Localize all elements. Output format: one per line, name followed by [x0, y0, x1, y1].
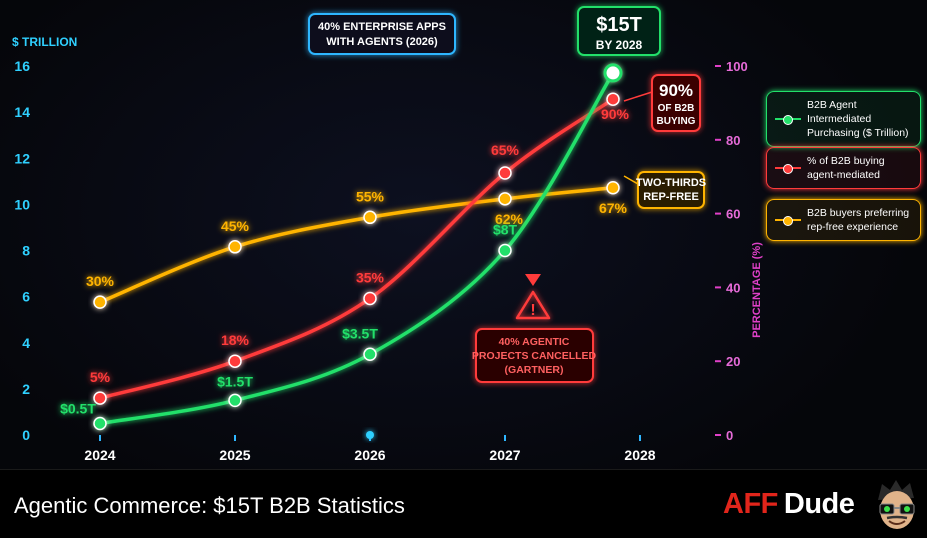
brand-aff: AFF — [723, 488, 778, 520]
legend-item: % of B2B buying agent-mediated — [766, 147, 921, 189]
left-tick-label: 4 — [22, 335, 30, 351]
footer-title: Agentic Commerce: $15T B2B Statistics — [14, 493, 405, 518]
data-label: 67% — [599, 200, 628, 216]
left-tick-label: 6 — [22, 289, 30, 305]
series-point — [93, 416, 107, 431]
callout-apps-text: 40% ENTERPRISE APPS — [318, 21, 446, 33]
series-point — [603, 63, 623, 83]
brand-dude: Dude — [783, 488, 855, 520]
right-tick-label: 40 — [726, 280, 740, 295]
series-point — [363, 210, 377, 225]
series-point — [228, 393, 242, 408]
callout-apps-text: WITH AGENTS (2026) — [326, 36, 438, 48]
right-tick-label: 80 — [726, 133, 740, 148]
data-label: 18% — [221, 332, 250, 348]
callout-orange-leader — [623, 175, 639, 185]
data-label: 30% — [86, 273, 115, 289]
left-tick-label: 12 — [14, 150, 30, 166]
series-point — [363, 347, 377, 362]
left-tick-label: 8 — [22, 243, 30, 259]
data-label: 45% — [221, 218, 250, 234]
right-tick-label: 60 — [726, 207, 740, 222]
legend-dot-icon — [783, 164, 793, 174]
left-tick-label: 14 — [14, 104, 30, 120]
callout-red-small: BUYING — [657, 116, 696, 127]
series-point — [228, 240, 242, 254]
callout-orange-text: REP-FREE — [643, 191, 699, 203]
x-tick-label: 2026 — [354, 447, 385, 463]
warning-arrow-head-icon — [525, 274, 541, 286]
data-label: 55% — [356, 188, 385, 204]
callout-red-leader — [623, 91, 653, 102]
series-point — [498, 243, 512, 258]
left-tick-label: 16 — [14, 58, 30, 74]
series-point — [363, 291, 377, 306]
left-axis-title: $ TRILLION — [12, 35, 77, 49]
warning-triangle-icon — [515, 290, 551, 320]
legend-label: B2B Agent Intermediated Purchasing ($ Tr… — [807, 99, 909, 139]
x-tick-label: 2025 — [219, 447, 250, 463]
x-tick-label: 2024 — [84, 447, 115, 463]
mascot-avatar-icon — [878, 480, 915, 529]
left-tick-label: 2 — [22, 381, 30, 397]
x-tick-label: 2028 — [624, 447, 655, 463]
data-label: 35% — [356, 269, 385, 285]
data-label: $0.5T — [60, 400, 96, 416]
series-point — [606, 181, 620, 195]
series-point — [606, 92, 620, 106]
legend-dot-icon — [783, 216, 793, 226]
callout-peak-box — [577, 6, 661, 56]
callout-peak-small: BY 2028 — [596, 38, 643, 52]
callout-orange-text: TWO-THIRDS — [636, 177, 706, 189]
data-label: 90% — [601, 106, 630, 122]
right-tick-label: 20 — [726, 354, 740, 369]
warning-text: 40% AGENTIC — [499, 336, 570, 348]
callout-peak-big: $15T — [596, 14, 642, 36]
data-label: 62% — [495, 211, 524, 227]
callout-red-big: 90% — [659, 81, 693, 100]
legend-label: % of B2B buying agent-mediated — [807, 155, 885, 181]
legend-dot-icon — [783, 115, 793, 125]
left-tick-label: 10 — [14, 196, 30, 212]
legend-label: B2B buyers preferring rep-free experienc… — [807, 207, 910, 233]
series-point — [498, 166, 512, 180]
right-axis-title: PERCENTAGE (%) — [751, 242, 763, 338]
left-tick-label: 0 — [22, 427, 30, 443]
callout-orange-box — [637, 171, 705, 209]
legend-item: B2B Agent Intermediated Purchasing ($ Tr… — [766, 91, 921, 147]
callout-red-small: OF B2B — [658, 103, 695, 114]
footer-bar: Agentic Commerce: $15T B2B Statistics AF… — [0, 469, 927, 538]
warning-box — [475, 328, 594, 383]
series-point — [228, 354, 242, 368]
warning-text: (GARTNER) — [505, 364, 564, 376]
x-tick-label: 2027 — [489, 447, 520, 463]
data-label: $8T — [493, 222, 518, 238]
brand-logo: AFF Dude — [723, 488, 855, 521]
series-point — [93, 391, 107, 405]
series-point — [93, 295, 107, 309]
legend-item: B2B buyers preferring rep-free experienc… — [766, 199, 921, 241]
line-chart: $ TRILLION 0 2 4 6 8 10 12 14 16 0 20 40 60 80 100 PERCE… — [12, 6, 763, 463]
right-tick-label: 100 — [726, 59, 748, 74]
data-label: $3.5T — [342, 325, 378, 341]
data-label: 5% — [90, 369, 111, 385]
right-tick-label: 0 — [726, 428, 733, 443]
vline-2026-marker — [366, 431, 374, 439]
data-label: $1.5T — [217, 373, 253, 389]
data-label: 65% — [491, 142, 520, 158]
warning-text: PROJECTS CANCELLED — [472, 350, 597, 362]
warning-exclamation-icon: ! — [530, 302, 535, 319]
series-line — [99, 72, 615, 426]
callout-apps-box — [308, 13, 456, 55]
series-point — [498, 192, 512, 206]
callout-red-box — [651, 74, 701, 132]
